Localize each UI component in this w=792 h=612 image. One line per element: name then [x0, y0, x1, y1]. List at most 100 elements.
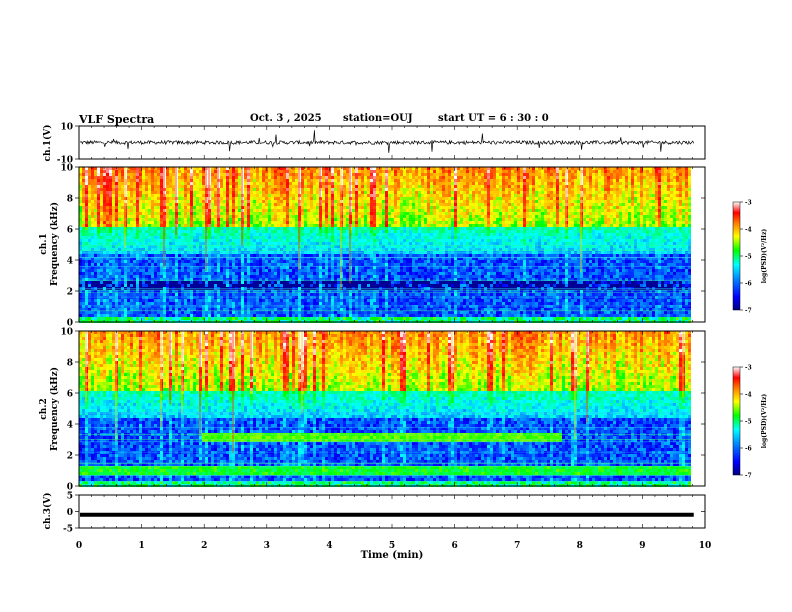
heatmap-cell [256, 188, 259, 191]
heatmap-cell [238, 227, 241, 230]
heatmap-cell [244, 188, 247, 191]
heatmap-cell [655, 227, 658, 230]
heatmap-cell [121, 236, 124, 239]
heatmap-cell [505, 218, 508, 221]
heatmap-cell [196, 218, 199, 221]
heatmap-cell [106, 185, 109, 188]
heatmap-cell [553, 218, 556, 221]
heatmap-cell [514, 224, 517, 227]
heatmap-cell [160, 179, 163, 182]
heatmap-cell [85, 212, 88, 215]
heatmap-cell [508, 194, 511, 197]
heatmap-cell [226, 176, 229, 179]
heatmap-cell [388, 209, 391, 212]
heatmap-cell [367, 182, 370, 185]
heatmap-cell [310, 230, 313, 233]
heatmap-cell [250, 212, 253, 215]
heatmap-cell [649, 215, 652, 218]
heatmap-cell [85, 203, 88, 206]
heatmap-cell [469, 173, 472, 176]
heatmap-cell [370, 233, 373, 236]
heatmap-cell [529, 212, 532, 215]
heatmap-cell [391, 200, 394, 203]
heatmap-cell [430, 188, 433, 191]
heatmap-cell [280, 182, 283, 185]
heatmap-cell [493, 209, 496, 212]
heatmap-cell [85, 188, 88, 191]
heatmap-cell [331, 215, 334, 218]
heatmap-cell [520, 212, 523, 215]
heatmap-cell [238, 182, 241, 185]
heatmap-cell [655, 194, 658, 197]
heatmap-cell [574, 185, 577, 188]
heatmap-cell [409, 215, 412, 218]
heatmap-cell [193, 182, 196, 185]
heatmap-cell [250, 185, 253, 188]
heatmap-cell [253, 215, 256, 218]
heatmap-cell [430, 191, 433, 194]
heatmap-cell [202, 224, 205, 227]
heatmap-cell [484, 173, 487, 176]
heatmap-cell [676, 215, 679, 218]
heatmap-cell [313, 233, 316, 236]
heatmap-cell [133, 170, 136, 173]
heatmap-cell [379, 209, 382, 212]
heatmap-cell [121, 170, 124, 173]
heatmap-cell [613, 191, 616, 194]
heatmap-cell [397, 203, 400, 206]
heatmap-cell [619, 191, 622, 194]
heatmap-cell [646, 182, 649, 185]
heatmap-cell [481, 218, 484, 221]
heatmap-cell [391, 227, 394, 230]
heatmap-cell [496, 212, 499, 215]
heatmap-cell [382, 173, 385, 176]
heatmap-cell [103, 200, 106, 203]
heatmap-cell [631, 215, 634, 218]
heatmap-cell [454, 176, 457, 179]
heatmap-cell [484, 236, 487, 239]
heatmap-cell [577, 203, 580, 206]
heatmap-cell [145, 188, 148, 191]
heatmap-cell [229, 188, 232, 191]
heatmap-cell [331, 188, 334, 191]
heatmap-cell [121, 197, 124, 200]
heatmap-cell [646, 197, 649, 200]
heatmap-cell [562, 194, 565, 197]
heatmap-cell [439, 170, 442, 173]
heatmap-cell [595, 179, 598, 182]
heatmap-cell [676, 188, 679, 191]
heatmap-cell [676, 185, 679, 188]
heatmap-cell [157, 227, 160, 230]
heatmap-cell [331, 170, 334, 173]
heatmap-cell [517, 200, 520, 203]
heatmap-cell [244, 218, 247, 221]
heatmap-cell [439, 173, 442, 176]
heatmap-cell [607, 173, 610, 176]
heatmap-cell [607, 230, 610, 233]
heatmap-cell [607, 221, 610, 224]
heatmap-cell [511, 215, 514, 218]
heatmap-cell [136, 215, 139, 218]
heatmap-cell [469, 188, 472, 191]
heatmap-cell [331, 206, 334, 209]
heatmap-cell [646, 194, 649, 197]
heatmap-cell [379, 197, 382, 200]
heatmap-cell [604, 188, 607, 191]
heatmap-cell [451, 185, 454, 188]
heatmap-cell [331, 167, 334, 170]
heatmap-cell [370, 179, 373, 182]
heatmap-cell [421, 197, 424, 200]
heatmap-cell [250, 197, 253, 200]
heatmap-cell [364, 203, 367, 206]
heatmap-cell [178, 179, 181, 182]
heatmap-cell [373, 194, 376, 197]
heatmap-cell [577, 197, 580, 200]
heatmap-cell [277, 176, 280, 179]
heatmap-cell [271, 212, 274, 215]
heatmap-cell [514, 173, 517, 176]
heatmap-cell [598, 194, 601, 197]
heatmap-cell [496, 191, 499, 194]
heatmap-cell [532, 176, 535, 179]
heatmap-cell [655, 203, 658, 206]
heatmap-cell [103, 185, 106, 188]
